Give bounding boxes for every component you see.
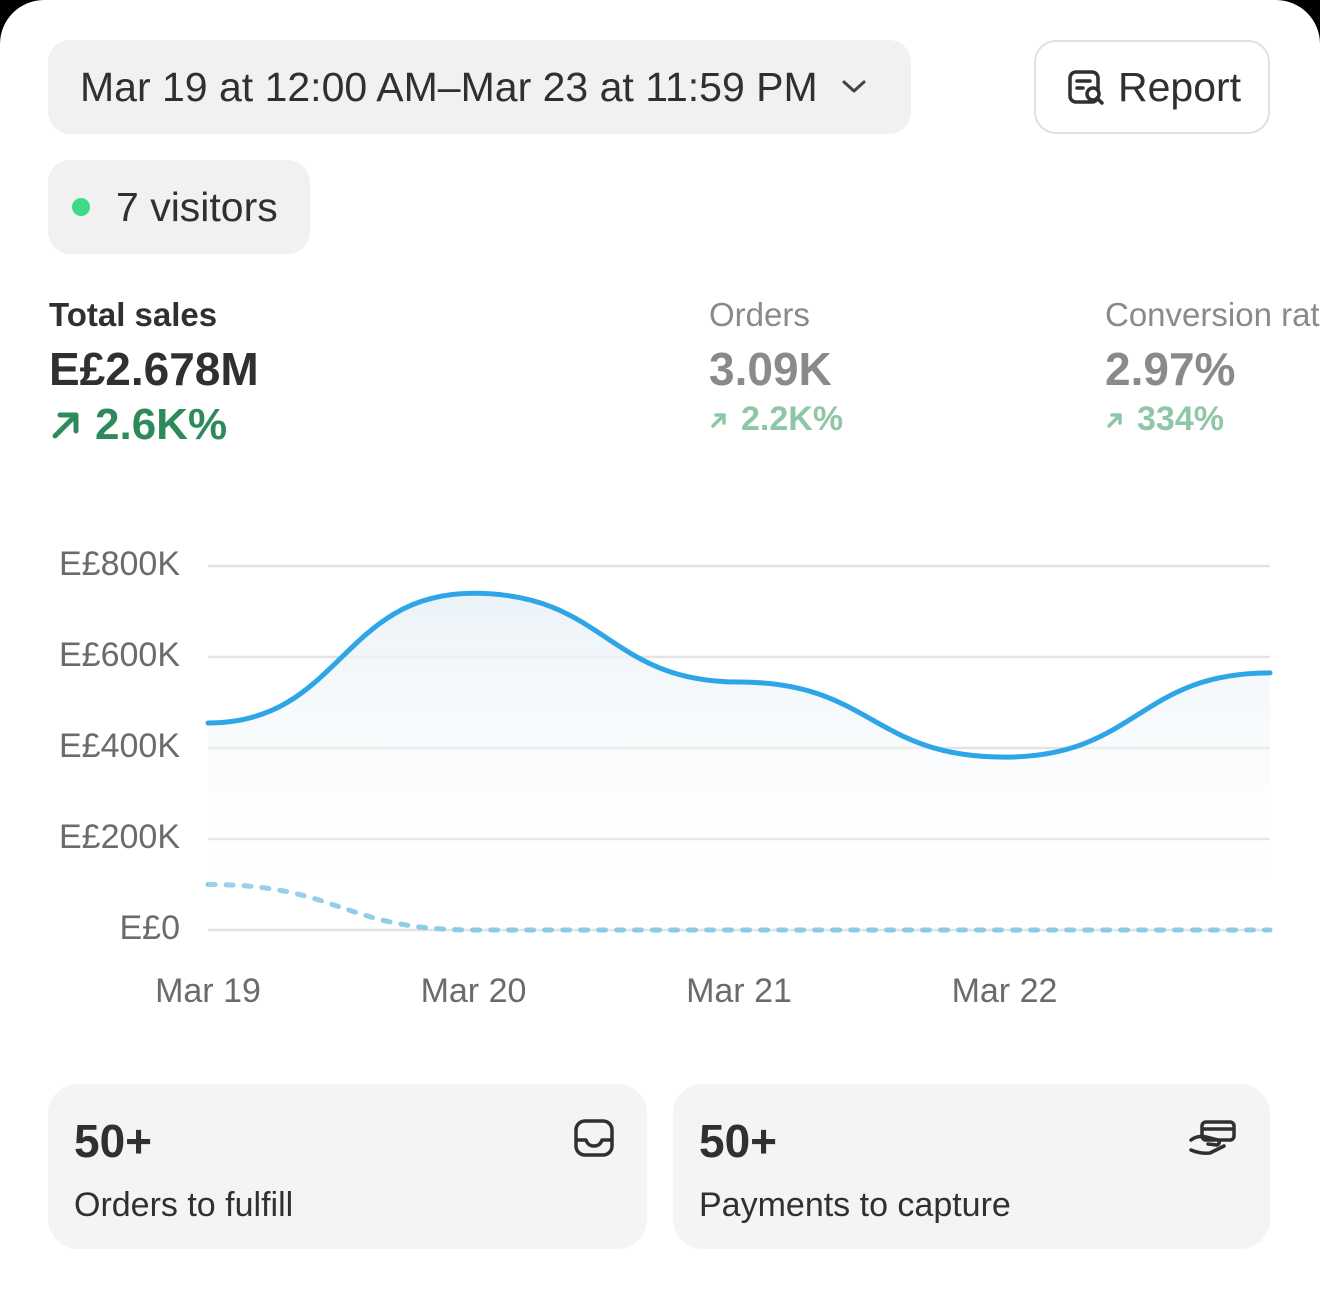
y-tick-label: E£200K <box>59 818 180 856</box>
y-tick-label: E£800K <box>59 545 180 583</box>
y-tick-label: E£0 <box>120 909 181 947</box>
up-arrow-icon <box>711 412 726 428</box>
report-label: Report <box>1118 63 1242 110</box>
payments-card[interactable]: 50+ Payments to capture <box>673 1084 1270 1249</box>
card-label: Payments to capture <box>699 1186 1011 1224</box>
metric-value: E£2.678M <box>49 343 259 395</box>
up-arrow-icon <box>1107 412 1122 428</box>
date-range-picker[interactable]: Mar 19 at 12:00 AM–Mar 23 at 11:59 PM <box>48 40 911 134</box>
live-visitors[interactable]: 7 visitors <box>48 160 310 254</box>
metric-value: 2.97% <box>1105 343 1236 395</box>
up-arrow-icon <box>52 412 79 439</box>
metric-change-row: 334% <box>1105 400 1320 439</box>
metric-value: 3.09K <box>709 343 832 395</box>
x-tick-label: Mar 20 <box>421 972 527 1010</box>
metric-change: 334% <box>1137 400 1224 438</box>
card-value: 50+ <box>699 1115 778 1167</box>
metric-label: Conversion rate <box>1105 296 1320 333</box>
report-icon <box>1068 70 1104 105</box>
metric-change: 2.2K% <box>741 400 844 438</box>
live-dot <box>72 198 90 216</box>
series-line <box>205 590 1273 760</box>
metric[interactable]: Conversion rate 2.97% 334% <box>1105 296 1320 439</box>
chevron-icon <box>842 80 866 93</box>
report-button[interactable]: Report <box>1034 40 1270 134</box>
y-tick-label: E£400K <box>59 727 180 765</box>
metric-change-row: 2.2K% <box>709 400 843 439</box>
metric-change-row: 2.6K% <box>49 400 259 450</box>
inbox-icon <box>574 1119 614 1157</box>
card-label: Orders to fulfill <box>74 1186 294 1224</box>
metric[interactable]: Orders 3.09K 2.2K% <box>709 296 843 439</box>
metric-label: Orders <box>709 296 810 333</box>
date-range: Mar 19 at 12:00 AM–Mar 23 at 11:59 PM <box>80 63 818 110</box>
metric-label: Total sales <box>49 296 218 333</box>
x-tick-label: Mar 22 <box>952 972 1058 1010</box>
card-value: 50+ <box>74 1115 153 1167</box>
x-tick-label: Mar 21 <box>686 972 792 1010</box>
visitors-count: 7 visitors <box>116 183 278 230</box>
x-tick-label: Mar 19 <box>155 972 261 1010</box>
metric-change: 2.6K% <box>95 400 228 449</box>
orders-card[interactable]: 50+ Orders to fulfill <box>48 1084 647 1249</box>
metric[interactable]: Total sales E£2.678M 2.6K% <box>49 296 259 450</box>
series-area <box>208 593 1270 930</box>
payment-icon <box>1189 1120 1236 1155</box>
y-tick-label: E£600K <box>59 636 180 674</box>
